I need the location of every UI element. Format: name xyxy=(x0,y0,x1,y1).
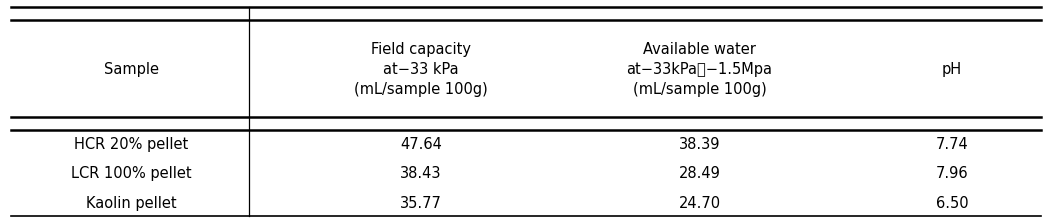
Text: 28.49: 28.49 xyxy=(679,166,721,181)
Text: Available water
at−33kPa～−1.5Mpa
(mL/sample 100g): Available water at−33kPa～−1.5Mpa (mL/sam… xyxy=(627,42,772,97)
Text: 6.50: 6.50 xyxy=(935,196,969,211)
Text: Sample: Sample xyxy=(104,62,159,77)
Text: 7.74: 7.74 xyxy=(935,137,969,152)
Text: Kaolin pellet: Kaolin pellet xyxy=(86,196,177,211)
Text: 35.77: 35.77 xyxy=(400,196,442,211)
Text: HCR 20% pellet: HCR 20% pellet xyxy=(75,137,188,152)
Text: 24.70: 24.70 xyxy=(679,196,721,211)
Text: 38.43: 38.43 xyxy=(400,166,442,181)
Text: Field capacity
at−33 kPa
(mL/sample 100g): Field capacity at−33 kPa (mL/sample 100g… xyxy=(353,42,488,97)
Text: pH: pH xyxy=(942,62,963,77)
Text: 47.64: 47.64 xyxy=(400,137,442,152)
Text: 7.96: 7.96 xyxy=(935,166,969,181)
Text: 38.39: 38.39 xyxy=(679,137,721,152)
Text: LCR 100% pellet: LCR 100% pellet xyxy=(72,166,191,181)
